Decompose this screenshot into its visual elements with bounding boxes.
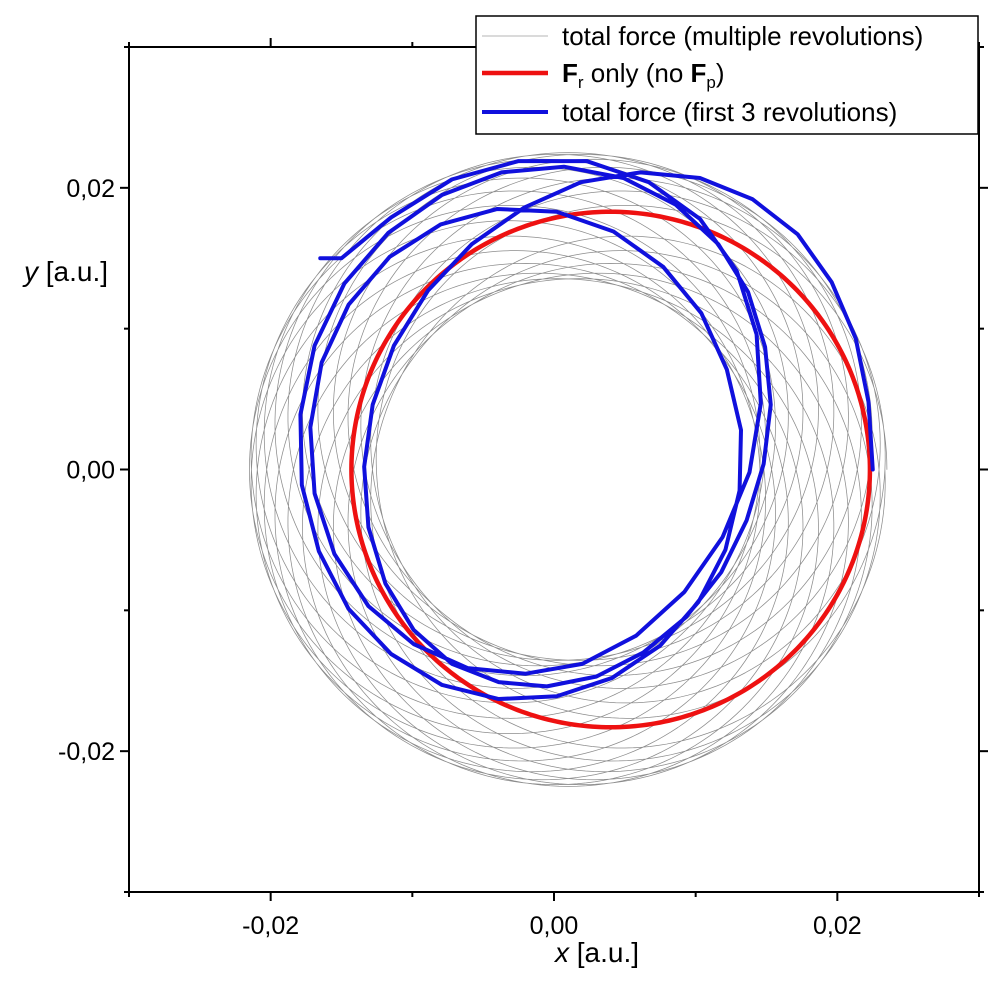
x-axis-label: x [a.u.] (553, 937, 639, 968)
series-layer (249, 152, 888, 787)
x-tick-label: 0,00 (530, 912, 579, 940)
tick-labels-layer: -0,02 0,00 0,02 0,02 0,00 -0,02 (58, 175, 862, 940)
series-first3-line (298, 159, 875, 702)
y-axis-var: y (22, 256, 40, 287)
legend: total force (multiple revolutions) Fr onl… (475, 15, 979, 135)
x-tick-label: 0,02 (813, 912, 862, 940)
series-fr-line (349, 209, 873, 730)
y-tick-label: 0,02 (66, 175, 115, 203)
legend-label-first3: total force (first 3 revolutions) (562, 97, 897, 127)
legend-label-multi: total force (multiple revolutions) (562, 21, 923, 51)
y-axis-label: y [a.u.] (22, 256, 108, 287)
x-axis-var: x (553, 937, 570, 968)
y-tick-label: -0,02 (58, 738, 115, 766)
legend-box (475, 15, 979, 135)
x-axis-unit: [a.u.] (569, 937, 639, 968)
legend-label-fr: Fr only (no Fp) (562, 58, 725, 92)
x-tick-label: -0,02 (242, 912, 299, 940)
y-axis-unit: [a.u.] (38, 256, 108, 287)
y-tick-label: 0,00 (66, 457, 115, 485)
